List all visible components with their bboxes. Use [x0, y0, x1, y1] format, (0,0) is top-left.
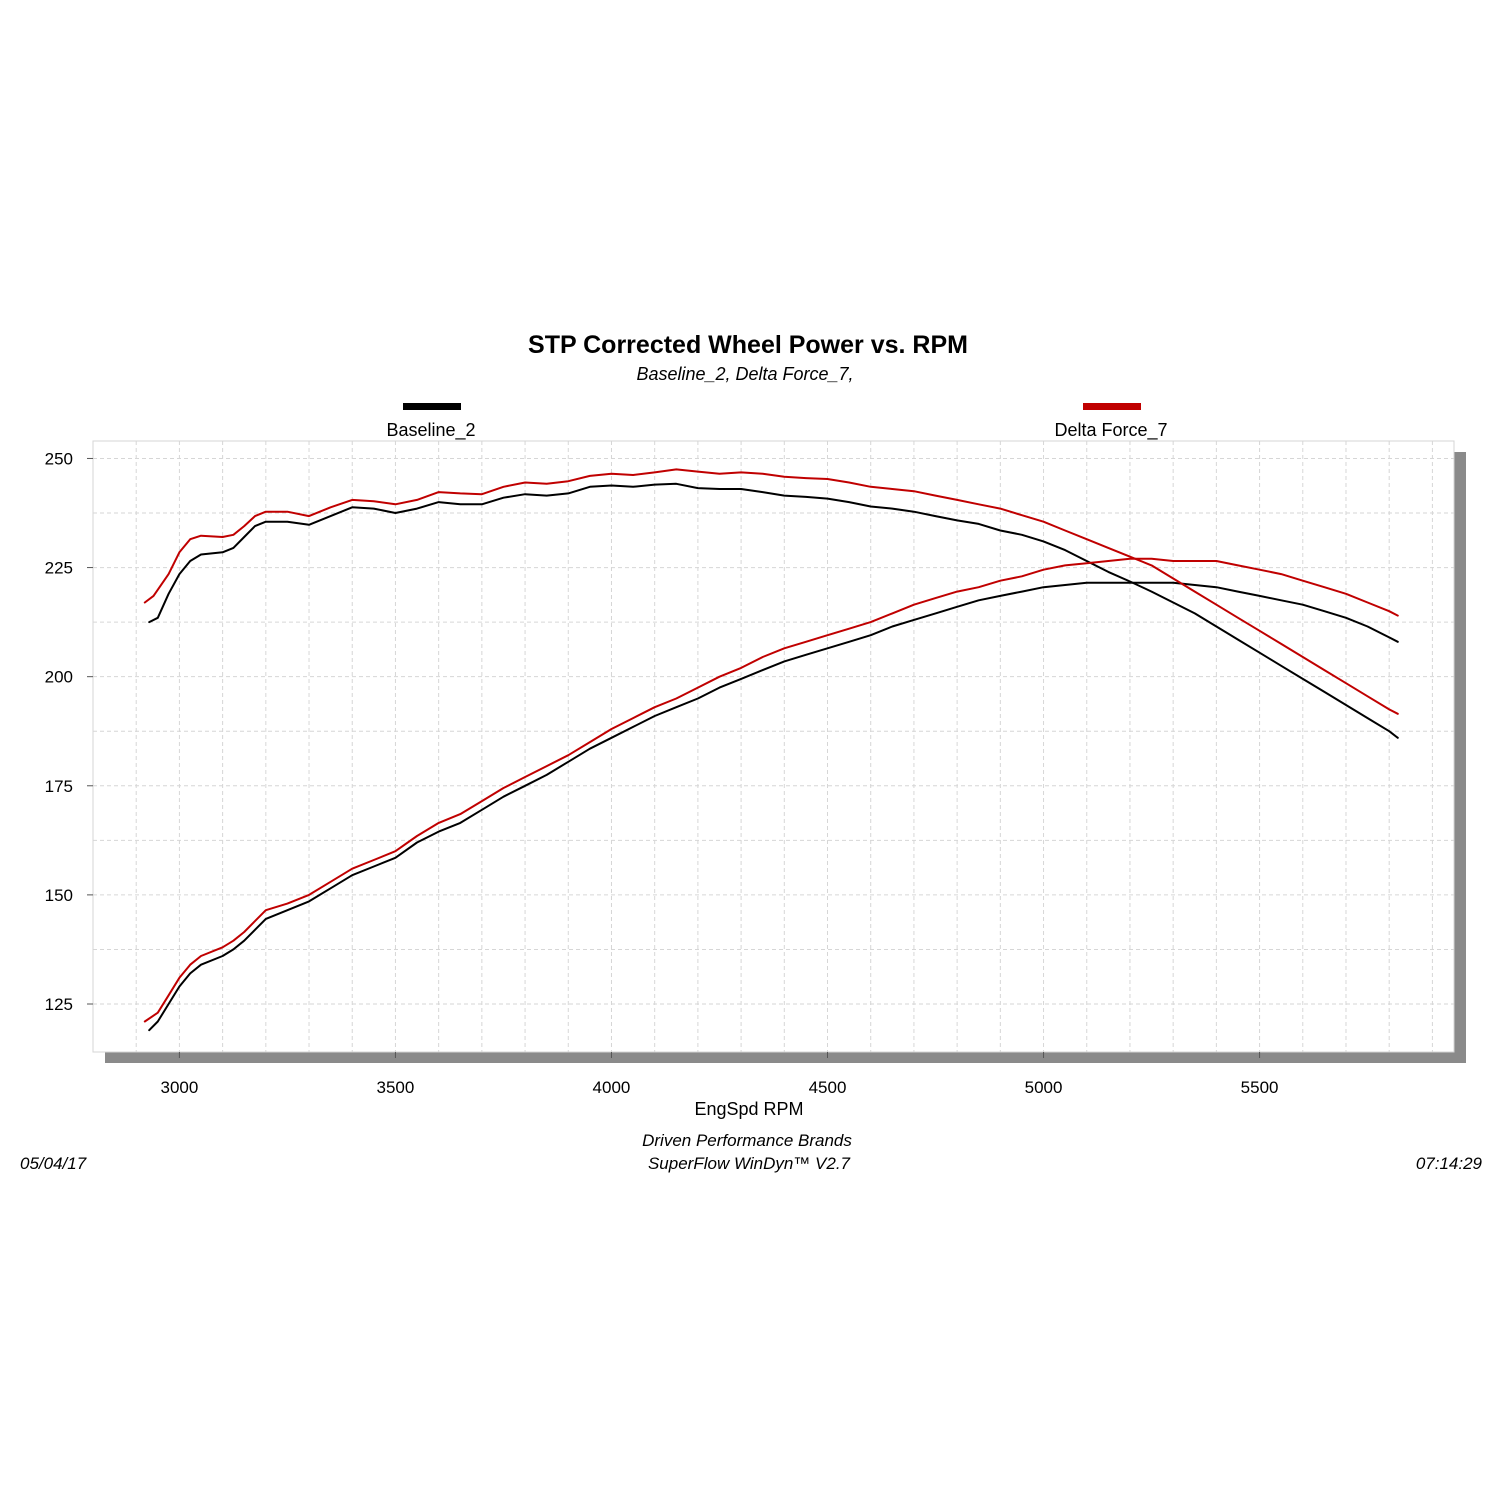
footer-software: SuperFlow WinDyn™ V2.7 [648, 1154, 851, 1173]
y-tick-label: 150 [45, 886, 73, 905]
y-tick-label: 200 [45, 668, 73, 687]
series-line-baseline-power [148, 581, 1399, 1032]
series-line-delta-force-power [143, 557, 1399, 1023]
x-tick-label: 4000 [593, 1078, 631, 1097]
y-tick-label: 250 [45, 449, 73, 468]
plot-area [92, 440, 1455, 1053]
series-line-baseline-torque [148, 482, 1399, 739]
footer-date: 05/04/17 [20, 1154, 87, 1173]
x-tick-label: 3500 [377, 1078, 415, 1097]
footer-time: 07:14:29 [1416, 1154, 1483, 1173]
legend-swatch-baseline [403, 403, 461, 410]
legend-label-baseline: Baseline_2 [386, 420, 475, 441]
x-tick-label: 4500 [809, 1078, 847, 1097]
legend-swatch-delta-force [1083, 403, 1141, 410]
chart-subtitle: Baseline_2, Delta Force_7, [636, 364, 853, 384]
chart-title: STP Corrected Wheel Power vs. RPM [528, 331, 968, 359]
x-tick-label: 5500 [1241, 1078, 1279, 1097]
footer-company: Driven Performance Brands [642, 1131, 852, 1150]
y-tick-label: 225 [45, 559, 73, 578]
legend-label-delta-force: Delta Force_7 [1054, 420, 1167, 441]
x-axis-label: EngSpd RPM [694, 1099, 803, 1119]
grid-lines [92, 441, 1454, 1052]
series-line-delta-force-torque [143, 468, 1399, 715]
x-tick-label: 3000 [160, 1078, 198, 1097]
x-tick-label: 5000 [1025, 1078, 1063, 1097]
x-axis-ticks: 3000 3500 4000 4500 5000 5500 [160, 1052, 1278, 1097]
y-tick-label: 125 [45, 995, 73, 1014]
y-tick-label: 175 [45, 777, 73, 796]
plot-curves [143, 468, 1399, 1032]
y-axis-ticks: 125 150 175 200 225 250 [45, 449, 93, 1014]
